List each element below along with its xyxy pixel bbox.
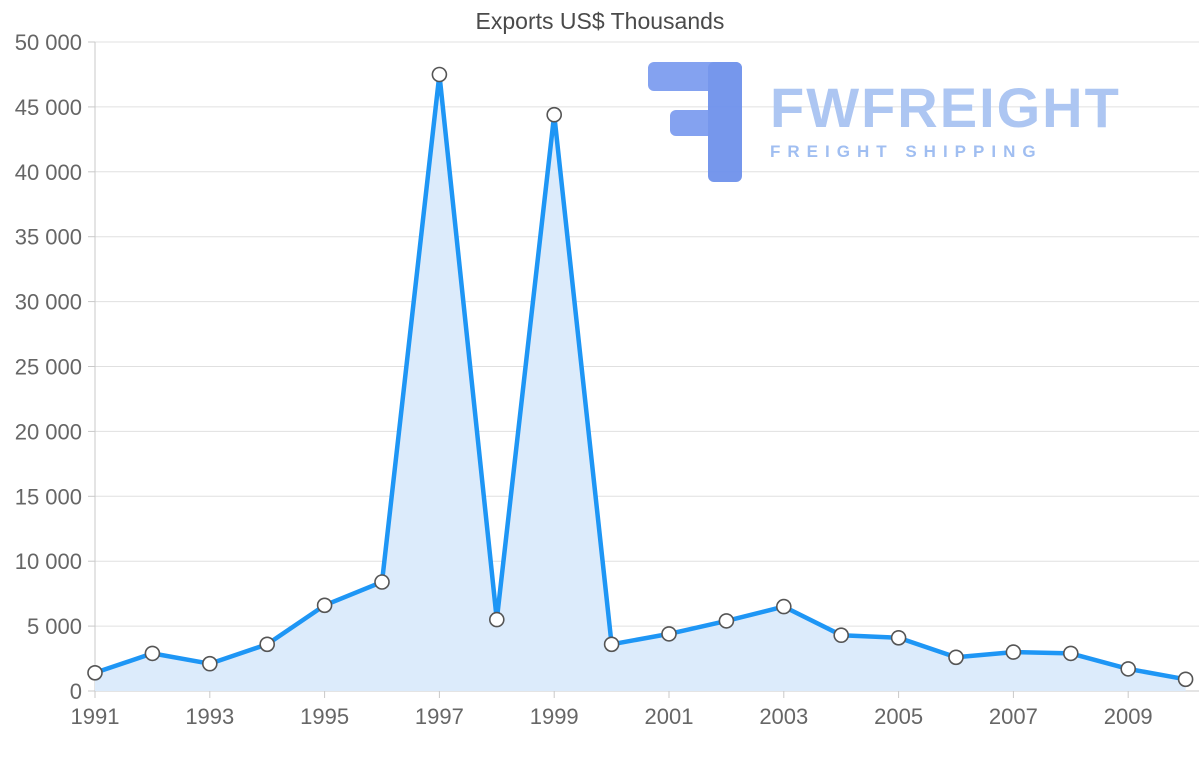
- y-tick-label: 15 000: [15, 484, 82, 509]
- data-point-marker: [431, 66, 448, 83]
- x-tick-label: 2003: [759, 704, 808, 729]
- data-point-marker: [948, 649, 964, 666]
- chart-title: Exports US$ Thousands: [475, 8, 725, 34]
- x-tick-label: 2001: [645, 704, 694, 729]
- data-point-marker: [775, 598, 792, 615]
- x-tick-label: 1995: [300, 704, 349, 729]
- x-tick-label: 1999: [530, 704, 579, 729]
- area-fill: [95, 74, 1186, 691]
- data-point-marker: [718, 613, 735, 629]
- data-point-marker: [316, 597, 333, 614]
- data-point-marker: [1063, 645, 1079, 662]
- data-point-marker: [488, 611, 505, 628]
- y-tick-label: 5 000: [27, 614, 82, 639]
- data-point-marker: [1120, 661, 1136, 677]
- y-tick-label: 10 000: [15, 549, 82, 574]
- x-tick-label: 1993: [185, 704, 234, 729]
- x-tick-label: 1997: [415, 704, 464, 729]
- data-point-marker: [546, 106, 563, 123]
- data-point-marker: [661, 626, 677, 642]
- data-point-marker: [87, 664, 103, 681]
- y-tick-label: 50 000: [15, 30, 82, 55]
- series-line: [92, 72, 1188, 682]
- y-tick-label: 0: [70, 679, 82, 704]
- x-tick-label: 2009: [1104, 704, 1153, 729]
- data-point-marker: [374, 574, 390, 590]
- data-point-marker: [202, 655, 218, 672]
- data-point-marker: [890, 629, 907, 646]
- data-point-marker: [1005, 644, 1022, 660]
- y-tick-label: 25 000: [15, 355, 82, 380]
- x-tick-label: 2005: [874, 704, 923, 729]
- data-point-marker: [259, 636, 276, 653]
- x-tick-label: 1991: [71, 704, 120, 729]
- y-tick-label: 45 000: [15, 95, 82, 120]
- data-point-marker: [603, 636, 620, 653]
- y-tick-label: 40 000: [15, 160, 82, 185]
- y-tick-label: 35 000: [15, 225, 82, 250]
- y-tick-label: 20 000: [15, 419, 82, 444]
- data-point-marker: [1177, 671, 1194, 688]
- y-tick-label: 30 000: [15, 290, 82, 315]
- data-point-marker: [833, 627, 850, 644]
- data-point-marker: [144, 645, 161, 662]
- x-tick-label: 2007: [989, 704, 1038, 729]
